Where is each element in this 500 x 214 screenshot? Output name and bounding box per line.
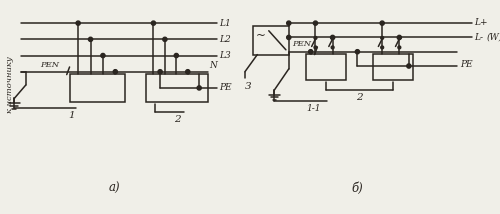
- Text: ~: ~: [256, 29, 266, 42]
- Text: 3: 3: [245, 82, 252, 91]
- Circle shape: [113, 70, 117, 74]
- Text: L1: L1: [219, 19, 231, 28]
- Bar: [372, 54, 412, 80]
- Text: а): а): [108, 181, 120, 195]
- Circle shape: [286, 21, 291, 25]
- Text: PEN: PEN: [40, 61, 59, 69]
- Text: L-: L-: [474, 33, 482, 42]
- Bar: [70, 74, 125, 102]
- Circle shape: [76, 21, 80, 25]
- Text: к источнику: к источнику: [6, 57, 14, 113]
- Text: PE: PE: [460, 60, 473, 69]
- Circle shape: [380, 46, 384, 49]
- Bar: [306, 54, 346, 80]
- Circle shape: [398, 46, 401, 49]
- Text: 2: 2: [356, 93, 362, 102]
- Text: L+: L+: [474, 18, 487, 27]
- Text: (W): (W): [487, 33, 500, 42]
- Circle shape: [397, 35, 402, 40]
- Text: б): б): [352, 181, 364, 195]
- Circle shape: [356, 50, 360, 54]
- Circle shape: [88, 37, 92, 42]
- Circle shape: [101, 54, 105, 58]
- Circle shape: [380, 36, 384, 39]
- Circle shape: [398, 36, 401, 39]
- Text: N: N: [210, 61, 218, 70]
- Text: L3: L3: [219, 51, 231, 60]
- Circle shape: [163, 37, 167, 42]
- Circle shape: [331, 46, 334, 49]
- Circle shape: [186, 70, 190, 74]
- Bar: [252, 26, 289, 55]
- Circle shape: [152, 21, 156, 25]
- Circle shape: [314, 46, 317, 49]
- Circle shape: [197, 86, 202, 90]
- Text: 1: 1: [68, 111, 75, 120]
- Circle shape: [380, 21, 384, 25]
- Circle shape: [314, 21, 318, 25]
- Text: PEN: PEN: [292, 40, 311, 48]
- Circle shape: [330, 35, 334, 40]
- Circle shape: [158, 70, 162, 74]
- Text: 2: 2: [174, 115, 181, 124]
- Circle shape: [314, 36, 317, 39]
- Bar: [146, 74, 208, 102]
- Text: 1-1: 1-1: [306, 104, 320, 113]
- Circle shape: [407, 64, 411, 68]
- Text: PE: PE: [219, 83, 232, 92]
- Circle shape: [308, 50, 313, 54]
- Circle shape: [174, 54, 178, 58]
- Circle shape: [331, 36, 334, 39]
- Circle shape: [286, 35, 291, 40]
- Text: L2: L2: [219, 35, 231, 44]
